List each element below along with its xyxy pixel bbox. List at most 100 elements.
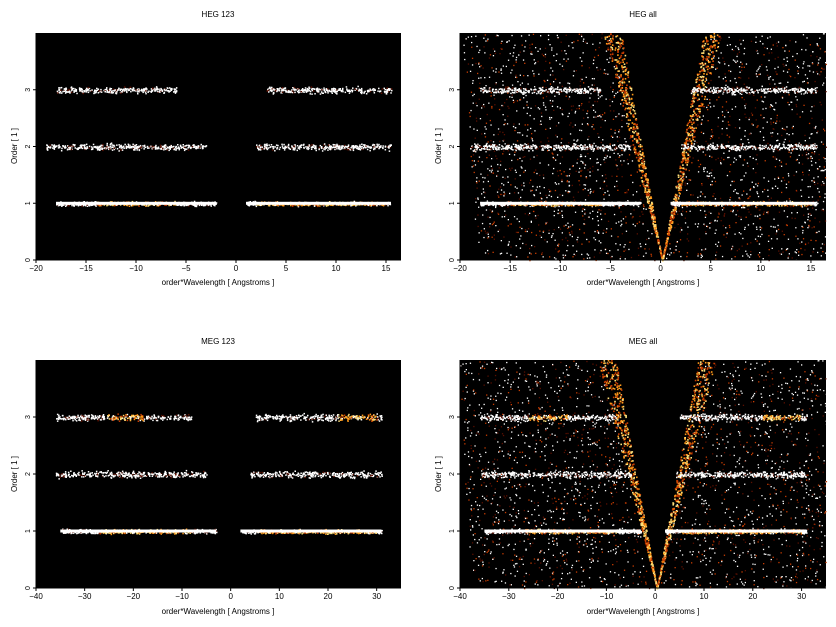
order-2-event	[191, 145, 194, 148]
streak-event	[704, 62, 707, 65]
order-1-event	[61, 204, 64, 206]
order-2-event	[348, 146, 350, 148]
background-event	[513, 192, 516, 194]
background-event	[770, 132, 772, 134]
order-2-event	[135, 144, 138, 146]
streak-event	[605, 42, 608, 45]
background-event	[580, 175, 582, 177]
background-event	[712, 66, 714, 68]
order-2-event	[100, 148, 102, 150]
background-event	[770, 121, 772, 123]
background-event	[747, 165, 749, 167]
background-event	[473, 160, 475, 162]
order-2-event	[172, 147, 174, 150]
order-3-event	[148, 90, 150, 92]
background-event	[823, 184, 825, 186]
background-event	[497, 133, 499, 136]
order-3-event	[128, 89, 131, 91]
background-event	[804, 249, 806, 251]
background-event	[758, 67, 760, 69]
background-event	[511, 167, 513, 169]
background-event	[718, 76, 720, 78]
background-event	[812, 200, 814, 203]
background-event	[714, 180, 717, 183]
order-2-event	[200, 143, 202, 146]
background-event	[811, 164, 813, 166]
order-3-event	[273, 88, 275, 90]
background-event	[639, 185, 641, 187]
background-event	[697, 223, 700, 225]
background-event	[481, 161, 483, 163]
background-event	[706, 226, 709, 228]
background-event	[527, 129, 529, 131]
background-event	[586, 253, 588, 255]
order-3-event	[60, 86, 63, 89]
background-event	[741, 179, 743, 181]
order-1-event	[326, 204, 328, 207]
background-event	[572, 47, 574, 49]
order-2-event	[384, 149, 387, 151]
order-2-event	[119, 145, 122, 147]
order-3-event	[154, 87, 156, 90]
background-event	[750, 254, 752, 256]
background-event	[650, 253, 652, 255]
background-event	[802, 81, 804, 83]
background-event	[515, 56, 518, 59]
background-event	[594, 100, 596, 103]
x-tick-label: −15	[79, 264, 93, 273]
order-3-event	[126, 91, 128, 94]
background-event	[465, 38, 467, 40]
background-event	[717, 125, 719, 128]
order-3-event	[135, 89, 137, 91]
order-3-event	[298, 91, 300, 94]
background-event	[526, 135, 528, 137]
background-event	[605, 252, 608, 254]
order-2-event	[104, 147, 106, 149]
background-event	[809, 213, 812, 215]
order-1-event	[148, 204, 151, 206]
background-event	[817, 251, 819, 254]
background-event	[709, 106, 712, 108]
background-event	[561, 210, 563, 212]
background-event	[565, 190, 567, 192]
background-event	[755, 41, 757, 43]
streak-event	[679, 167, 681, 170]
background-event	[724, 116, 726, 118]
streak-event	[671, 211, 673, 213]
background-event	[788, 104, 790, 106]
background-event	[593, 109, 595, 111]
background-event	[600, 126, 602, 128]
streak-event	[686, 164, 688, 166]
background-event	[623, 144, 625, 146]
background-event	[610, 256, 612, 259]
background-event	[583, 38, 585, 40]
background-event	[608, 39, 610, 42]
background-event	[697, 226, 699, 228]
background-event	[496, 191, 499, 193]
background-event	[497, 146, 499, 148]
background-event	[701, 183, 703, 185]
background-event	[720, 163, 722, 165]
streak-event	[676, 194, 678, 196]
order-2-event	[368, 146, 371, 148]
background-event	[521, 184, 523, 186]
order-2-event	[282, 147, 284, 149]
order-3-event	[289, 90, 291, 92]
background-event	[726, 232, 728, 234]
order-2-event	[329, 145, 331, 147]
order-2-event	[259, 146, 262, 148]
background-event	[775, 42, 778, 44]
background-event	[777, 41, 780, 43]
order-2-event	[268, 144, 270, 146]
background-event	[642, 204, 645, 206]
order-3-event	[70, 88, 73, 90]
background-event	[784, 138, 786, 141]
background-event	[472, 154, 475, 156]
order-1-event	[90, 204, 92, 207]
background-event	[707, 177, 710, 179]
background-event	[728, 136, 731, 138]
background-event	[506, 146, 508, 148]
order-2-event	[275, 144, 278, 146]
order-2-event	[111, 149, 114, 151]
order-3-event	[68, 88, 70, 91]
